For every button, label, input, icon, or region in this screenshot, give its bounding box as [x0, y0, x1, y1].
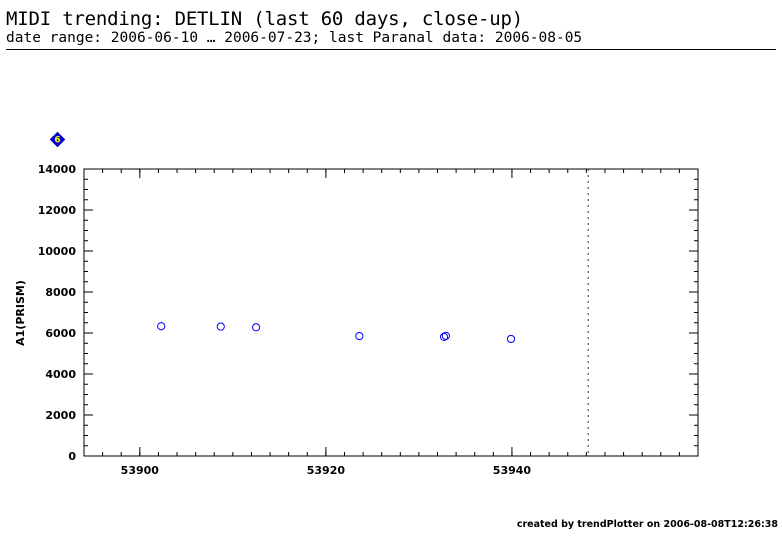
- y-tick-label: 2000: [45, 409, 76, 422]
- y-tick-label: 10000: [38, 245, 77, 258]
- chart-header: MIDI trending: DETLIN (last 60 days, clo…: [6, 8, 776, 50]
- data-point: [441, 331, 450, 340]
- chart-subtitle: date range: 2006-06-10 … 2006-07-23; las…: [6, 30, 583, 46]
- chart-title: MIDI trending: DETLIN (last 60 days, clo…: [6, 8, 523, 30]
- status-badge: 6: [49, 131, 66, 148]
- y-axis-label: A1(PRISM): [14, 280, 27, 346]
- plot-area: 53900 53920 53940 0 2000 4000 6000 8000 10000 120…: [38, 163, 699, 477]
- badge-label: 6: [54, 136, 60, 146]
- y-tick-label: 0: [68, 450, 76, 463]
- y-tick-label: 4000: [45, 368, 76, 381]
- x-tick-label: 53920: [307, 464, 346, 477]
- x-tick-label: 53900: [121, 464, 160, 477]
- y-tick-label: 6000: [45, 327, 76, 340]
- data-point: [157, 322, 166, 331]
- plot-frame: [83, 168, 699, 457]
- x-tick-label: 53940: [493, 464, 532, 477]
- data-point: [355, 331, 364, 341]
- y-tick-label: 8000: [45, 286, 76, 299]
- y-tick-label: 12000: [38, 204, 77, 217]
- badge-diamond: [49, 131, 66, 148]
- data-point: [506, 334, 516, 344]
- data-point: [216, 322, 225, 331]
- y-tick-label: 14000: [38, 163, 77, 176]
- data-point: [252, 323, 261, 332]
- data-point: [439, 332, 449, 341]
- footer-credit: created by trendPlotter on 2006-08-08T12…: [516, 519, 778, 530]
